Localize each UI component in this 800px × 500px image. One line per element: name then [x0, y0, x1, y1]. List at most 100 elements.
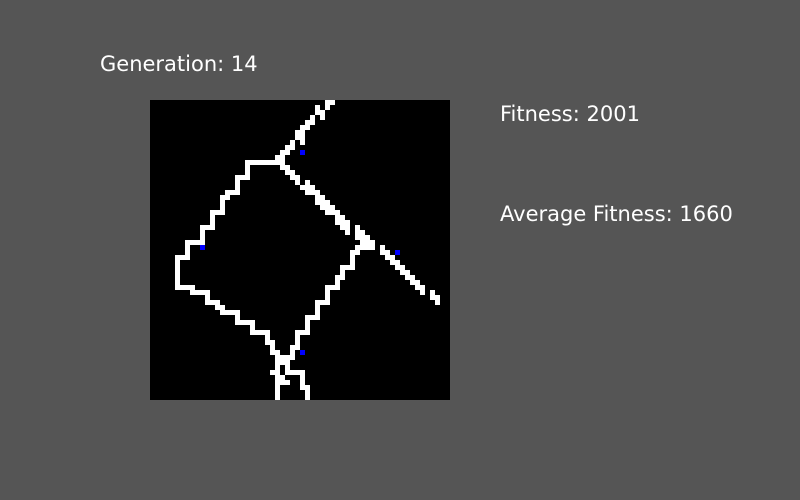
path-cell — [265, 340, 270, 345]
path-cell — [340, 270, 345, 275]
path-cell — [355, 245, 360, 250]
path-cell — [325, 205, 330, 210]
path-cell — [330, 100, 335, 105]
path-cell — [325, 200, 330, 205]
path-cell — [175, 270, 180, 275]
path-cell — [305, 390, 310, 395]
path-cell — [300, 385, 305, 390]
path-cell — [220, 210, 225, 215]
path-cell — [310, 315, 315, 320]
path-cell — [325, 100, 330, 105]
path-cell — [295, 135, 300, 140]
path-cell — [290, 370, 295, 375]
path-cell — [300, 140, 305, 145]
path-cell — [200, 235, 205, 240]
path-cell — [290, 140, 295, 145]
path-cell — [210, 300, 215, 305]
path-cell — [310, 190, 315, 195]
path-cell — [255, 160, 260, 165]
path-cell — [355, 250, 360, 255]
path-cell — [190, 240, 195, 245]
path-cell — [215, 305, 220, 310]
path-cell — [435, 295, 440, 300]
path-cell — [235, 175, 240, 180]
path-cell — [420, 290, 425, 295]
agent-marker — [200, 245, 205, 250]
path-cell — [215, 210, 220, 215]
path-cell — [250, 320, 255, 325]
path-cell — [225, 310, 230, 315]
path-cell — [390, 255, 395, 260]
path-cell — [245, 170, 250, 175]
path-cell — [385, 255, 390, 260]
path-cell — [315, 315, 320, 320]
path-cell — [300, 130, 305, 135]
path-cell — [185, 250, 190, 255]
path-cell — [430, 295, 435, 300]
path-cell — [210, 225, 215, 230]
path-cell — [325, 300, 330, 305]
path-cell — [305, 180, 310, 185]
path-cell — [185, 285, 190, 290]
path-cell — [340, 215, 345, 220]
path-cell — [225, 195, 230, 200]
path-cell — [220, 305, 225, 310]
path-cell — [340, 275, 345, 280]
path-cell — [415, 285, 420, 290]
path-cell — [275, 160, 280, 165]
path-cell — [185, 245, 190, 250]
path-cell — [345, 265, 350, 270]
path-cell — [340, 225, 345, 230]
path-cell — [335, 280, 340, 285]
path-cell — [340, 220, 345, 225]
path-cell — [315, 300, 320, 305]
path-cell — [275, 350, 280, 355]
path-cell — [185, 240, 190, 245]
path-cell — [240, 175, 245, 180]
path-cell — [300, 125, 305, 130]
path-cell — [205, 295, 210, 300]
path-cell — [295, 345, 300, 350]
path-cell — [235, 320, 240, 325]
path-cell — [200, 240, 205, 245]
path-cell — [285, 380, 290, 385]
path-cell — [335, 215, 340, 220]
path-cell — [275, 380, 280, 385]
path-cell — [275, 355, 280, 360]
path-cell — [260, 160, 265, 165]
path-cell — [175, 275, 180, 280]
path-cell — [300, 375, 305, 380]
path-cell — [190, 290, 195, 295]
agent-marker — [395, 250, 400, 255]
path-cell — [285, 360, 290, 365]
path-cell — [190, 285, 195, 290]
path-cell — [235, 185, 240, 190]
path-cell — [245, 175, 250, 180]
path-cell — [285, 165, 290, 170]
path-layer — [175, 100, 440, 400]
path-cell — [240, 320, 245, 325]
path-cell — [335, 220, 340, 225]
path-cell — [335, 210, 340, 215]
path-cell — [180, 255, 185, 260]
path-cell — [180, 285, 185, 290]
path-cell — [355, 225, 360, 230]
path-cell — [295, 370, 300, 375]
path-cell — [360, 230, 365, 235]
path-cell — [225, 190, 230, 195]
path-cell — [410, 280, 415, 285]
path-cell — [270, 370, 275, 375]
path-cell — [365, 235, 370, 240]
path-cell — [200, 225, 205, 230]
path-cell — [235, 315, 240, 320]
path-cell — [220, 200, 225, 205]
path-cell — [315, 190, 320, 195]
path-cell — [355, 230, 360, 235]
path-cell — [275, 385, 280, 390]
path-cell — [265, 330, 270, 335]
path-cell — [400, 270, 405, 275]
path-cell — [340, 265, 345, 270]
path-cell — [300, 185, 305, 190]
path-cell — [435, 300, 440, 305]
path-cell — [420, 285, 425, 290]
